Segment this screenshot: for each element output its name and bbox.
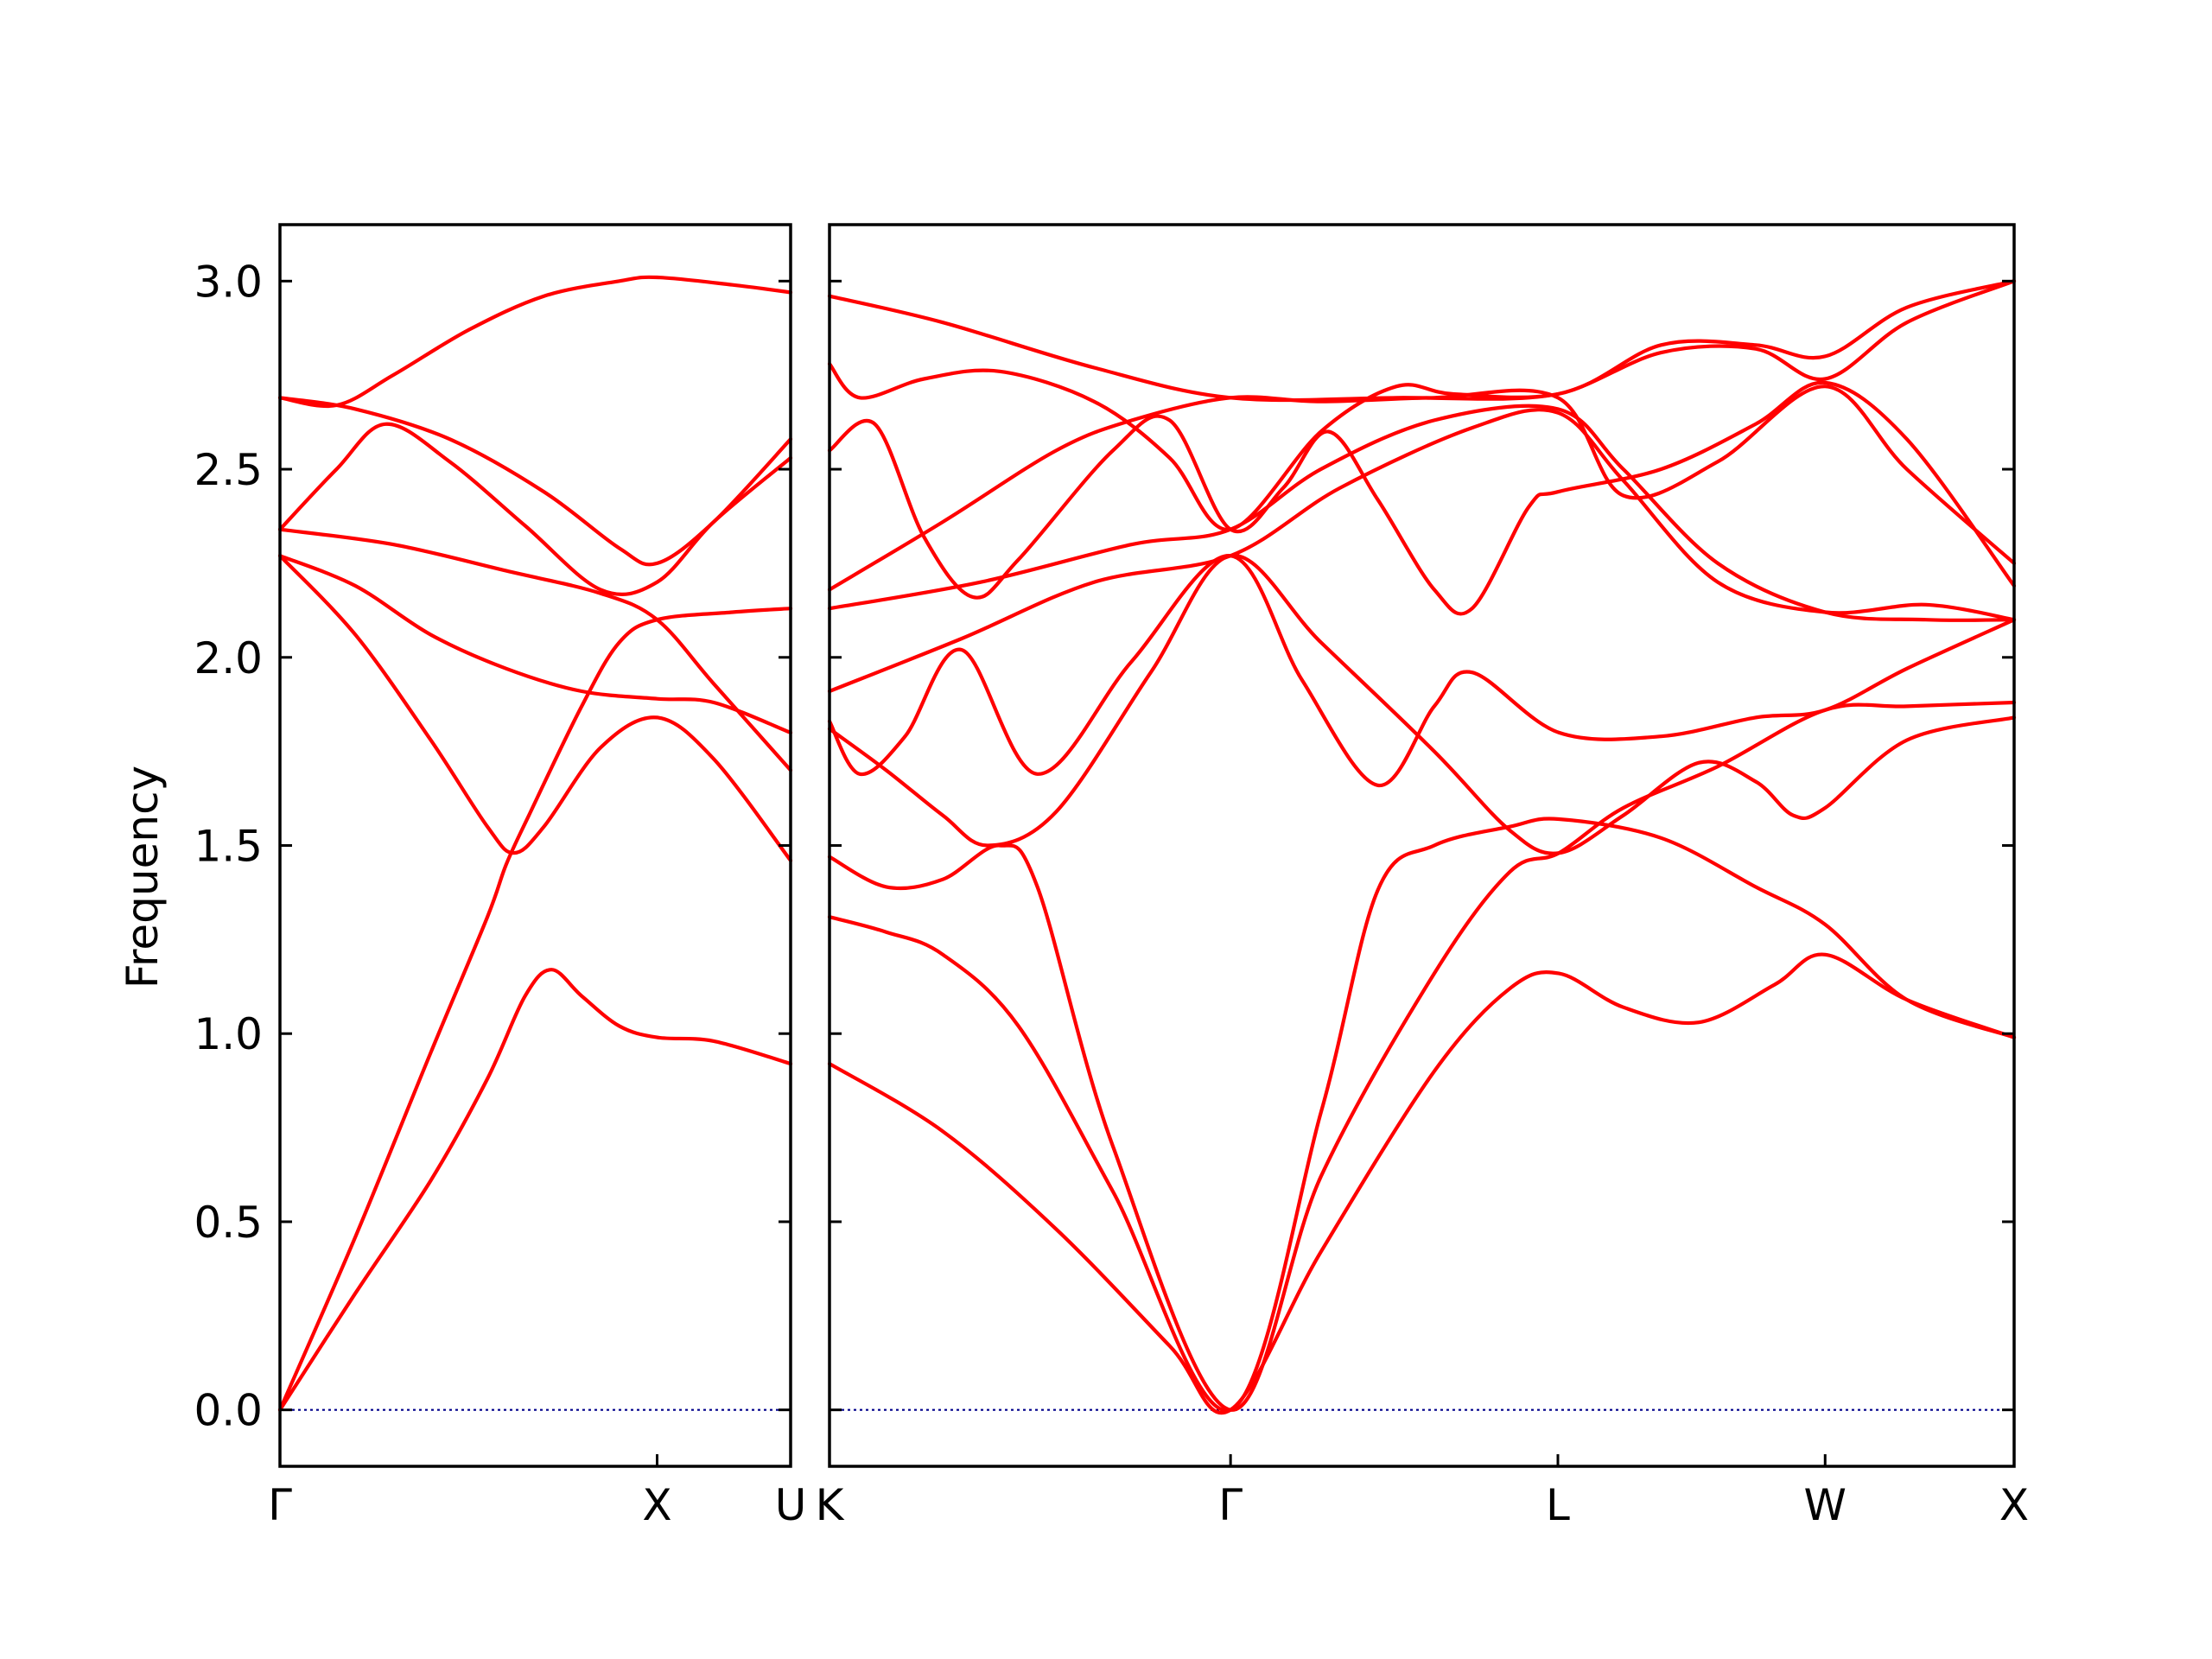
right-band-5 — [827, 554, 2017, 787]
left-panel — [277, 223, 793, 1468]
left-path-label-0: Γ — [268, 1480, 292, 1530]
right-panel-ticks — [828, 279, 2016, 1466]
left-path-label-1: X — [642, 1480, 671, 1530]
y-tick-label-6: 3.0 — [194, 257, 263, 307]
right-path-label-2: L — [1546, 1480, 1570, 1530]
y-tick-label-2: 1.0 — [194, 1009, 263, 1059]
right-band-7 — [827, 404, 2017, 622]
y-tick-label-4: 2.0 — [194, 633, 263, 683]
right-panel — [827, 223, 2017, 1468]
right-band-1 — [827, 952, 2017, 1415]
left-band-1 — [277, 968, 793, 1412]
right-panel-bands — [827, 279, 2017, 1415]
right-path-label-3: W — [1804, 1480, 1847, 1530]
right-band-4 — [827, 554, 2017, 855]
y-tick-label-5: 2.5 — [194, 445, 263, 495]
right-band-10 — [827, 279, 2017, 531]
right-path-label-1: Γ — [1218, 1480, 1243, 1530]
right-path-label-4: X — [1999, 1480, 2029, 1530]
right-panel-frame — [828, 223, 2016, 1468]
right-band-9 — [827, 380, 2017, 616]
left-path-label-2: U — [775, 1480, 807, 1530]
left-panel-frame — [278, 223, 792, 1468]
y-axis-tick-labels: 0.0 0.5 1.0 1.5 2.0 2.5 3.0 — [194, 257, 263, 1435]
right-band-11 — [827, 279, 2017, 403]
y-tick-label-3: 1.5 — [194, 822, 263, 872]
y-tick-label-0: 0.0 — [194, 1386, 263, 1436]
left-band-4 — [277, 554, 793, 734]
left-panel-bands — [277, 275, 793, 1412]
right-path-label-0: K — [816, 1480, 845, 1530]
left-band-3 — [277, 554, 793, 862]
y-axis-title: Frequency — [118, 766, 168, 988]
left-band-5 — [277, 527, 793, 772]
left-band-7 — [277, 396, 793, 567]
right-band-3 — [827, 700, 2017, 1412]
left-panel-ticks — [278, 279, 792, 1466]
right-band-2 — [827, 817, 2017, 1413]
y-tick-label-1: 0.5 — [194, 1198, 263, 1248]
left-band-8 — [277, 275, 793, 409]
